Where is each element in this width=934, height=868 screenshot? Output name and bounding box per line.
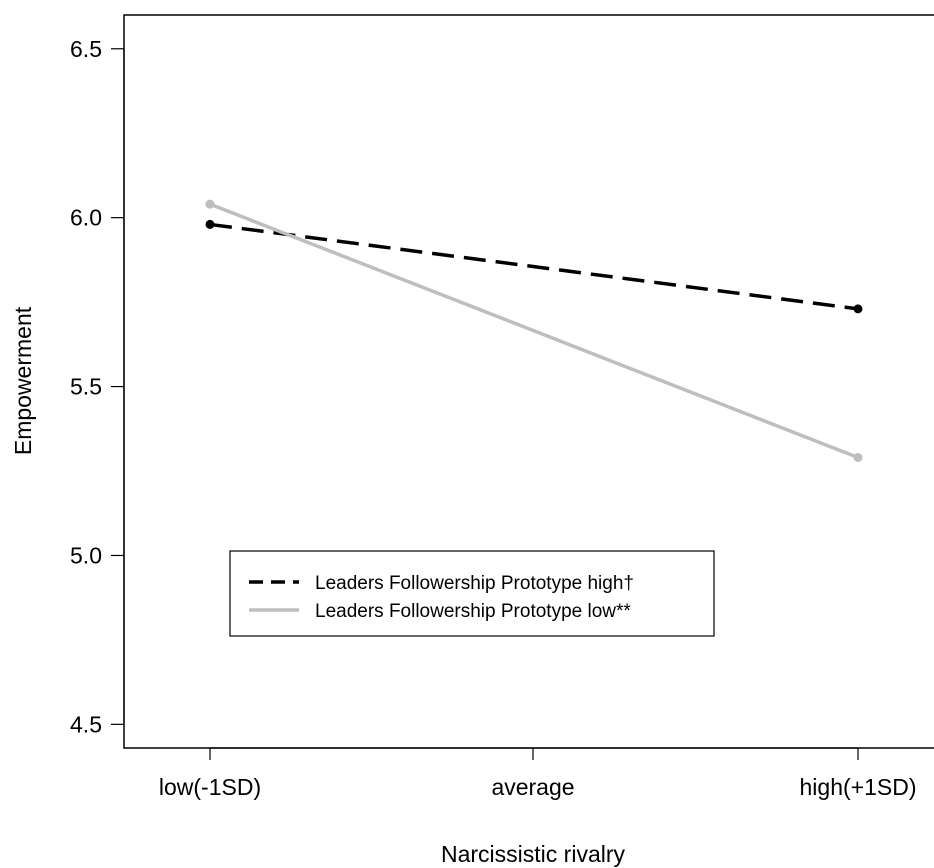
y-tick-label: 6.0 xyxy=(70,205,102,231)
x-axis-label: Narcissistic rivalry xyxy=(441,841,626,867)
series-point-1 xyxy=(853,453,863,463)
legend-label-low: Leaders Followership Prototype low** xyxy=(315,601,631,622)
legend-label-high: Leaders Followership Prototype high† xyxy=(315,573,634,594)
series-point-1 xyxy=(205,199,215,209)
series-point-0 xyxy=(205,219,215,229)
x-tick-label: high(+1SD) xyxy=(800,774,917,800)
plot-frame xyxy=(123,14,934,749)
y-axis-label: Empowerment xyxy=(10,306,36,455)
y-tick-label: 5.5 xyxy=(70,374,102,400)
x-tick-label: average xyxy=(491,774,574,800)
series-point-0 xyxy=(853,304,863,314)
series-line-1 xyxy=(209,202,859,460)
x-axis: low(-1SD) average high(+1SD) xyxy=(159,747,917,800)
y-tick-label: 6.5 xyxy=(70,36,102,62)
legend: Leaders Followership Prototype high† Lea… xyxy=(229,550,715,637)
series-layer xyxy=(205,199,863,463)
legend-box xyxy=(229,550,715,637)
series-line-0 xyxy=(209,222,859,311)
y-tick-label: 5.0 xyxy=(70,542,102,568)
y-tick-label: 4.5 xyxy=(70,711,102,737)
x-tick-label: low(-1SD) xyxy=(159,774,261,800)
y-axis: 4.5 5.0 5.5 6.0 6.5 xyxy=(70,36,125,737)
